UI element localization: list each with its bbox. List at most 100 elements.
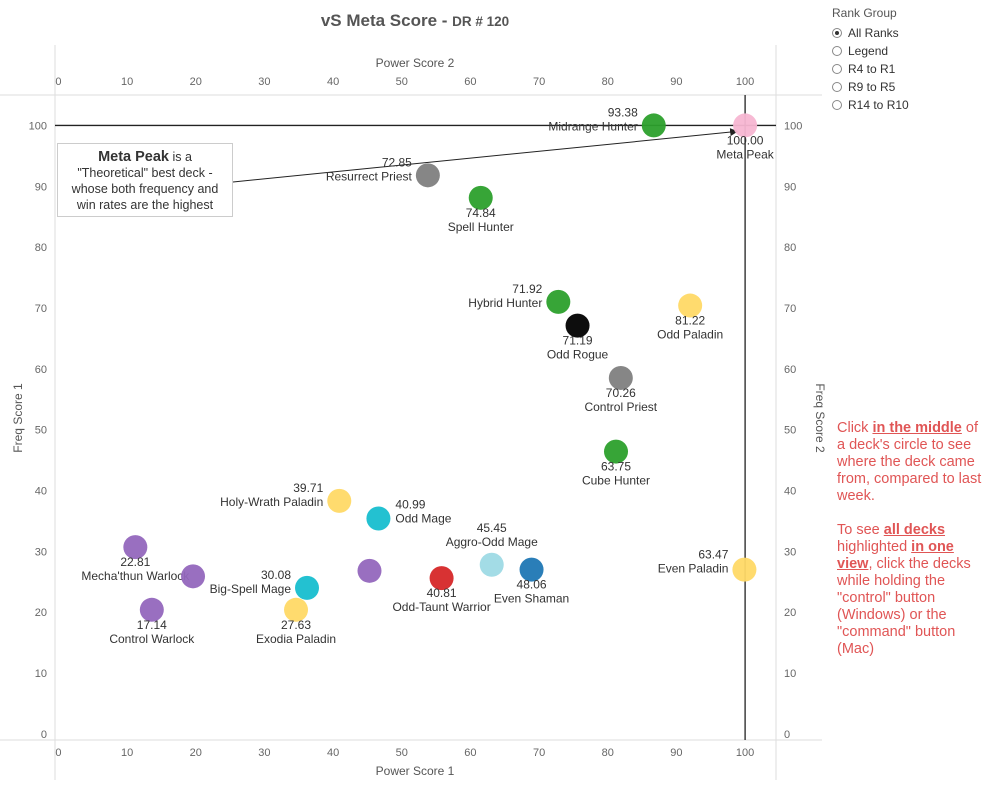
deck-name-label-cube-hunter: Cube Hunter (582, 474, 650, 488)
deck-point[interactable] (468, 185, 493, 210)
callout-bold: Meta Peak (98, 149, 169, 165)
rank-group-options[interactable]: All Ranks Legend R4 to R1 R9 to R5 R14 to R1… (832, 24, 982, 114)
meta-peak-callout: Meta Peak is a "Theoretical" best deck -… (57, 143, 233, 217)
x2-tick-label: 80 (602, 76, 614, 88)
y2-tick-label: 100 (784, 120, 802, 132)
deck-point[interactable] (678, 293, 703, 318)
rank-option-label: R4 to R1 (848, 62, 896, 76)
y-tick-label: 40 (35, 486, 47, 498)
x2-tick-label: 60 (464, 76, 476, 88)
deck-name-label-aggro-odd-mage: Aggro-Odd Mage (446, 535, 538, 549)
rank-option-all-ranks[interactable]: All Ranks (832, 24, 982, 42)
y-tick-label: 70 (35, 303, 47, 315)
rank-option-r9-to-r5[interactable]: R9 to R5 (832, 78, 982, 96)
deck-point[interactable] (366, 506, 391, 531)
deck-point[interactable] (519, 557, 544, 582)
deck-score-label: 17.14 (137, 618, 167, 632)
deck-point[interactable] (123, 535, 148, 560)
y-tick-label: 20 (35, 607, 47, 619)
deck-point[interactable] (732, 557, 757, 582)
y2-tick-label: 90 (784, 181, 796, 193)
deck-score-label: 63.47 (698, 548, 728, 562)
y-tick-label: 60 (35, 364, 47, 376)
x-tick-label: 30 (258, 747, 270, 759)
x2-tick-label: 20 (190, 76, 202, 88)
deck-name-label-exodia-paladin: Exodia Paladin (256, 632, 336, 646)
radio-icon[interactable] (832, 64, 842, 74)
x2-tick-label: 0 (55, 76, 61, 88)
y2-tick-label: 40 (784, 486, 796, 498)
radio-icon[interactable] (832, 46, 842, 56)
deck-name-label-midrange-hunter: Midrange Hunter (548, 119, 637, 133)
x-tick-label: 100 (736, 747, 754, 759)
deck-score-label: 71.92 (512, 282, 542, 296)
deck-point[interactable] (415, 163, 440, 188)
y-tick-label: 90 (35, 181, 47, 193)
deck-point[interactable] (357, 558, 382, 583)
x2-axis-title: Power Score 2 (376, 56, 455, 70)
deck-score-label: 70.26 (606, 386, 636, 400)
rank-option-r4-to-r1[interactable]: R4 to R1 (832, 60, 982, 78)
y-tick-label: 30 (35, 546, 47, 558)
deck-point[interactable] (295, 575, 320, 600)
rank-group-filter[interactable]: Rank Group All Ranks Legend R4 to R1 R9 to … (832, 6, 982, 114)
deck-point[interactable] (604, 439, 629, 464)
y2-tick-label: 0 (784, 729, 790, 741)
x2-tick-label: 10 (121, 76, 133, 88)
deck-score-label: 48.06 (517, 578, 547, 592)
deck-point[interactable] (429, 566, 454, 591)
deck-name-label-resurrect-priest: Resurrect Priest (326, 169, 413, 183)
y-tick-label: 10 (35, 668, 47, 680)
radio-icon[interactable] (832, 82, 842, 92)
deck-point[interactable] (284, 597, 309, 622)
deck-name-label-hybrid-hunter: Hybrid Hunter (468, 296, 542, 310)
y2-tick-label: 50 (784, 425, 796, 437)
deck-score-label: 22.81 (120, 555, 150, 569)
deck-score-label: 27.63 (281, 618, 311, 632)
deck-point[interactable] (181, 564, 206, 589)
deck-score-label: 93.38 (608, 105, 638, 119)
radio-icon[interactable] (832, 28, 842, 38)
deck-point[interactable] (546, 289, 571, 314)
deck-point[interactable] (139, 597, 164, 622)
y2-tick-label: 10 (784, 668, 796, 680)
deck-name-label-even-paladin: Even Paladin (658, 562, 729, 576)
deck-point[interactable] (479, 552, 504, 577)
radio-icon[interactable] (832, 100, 842, 110)
callout-text: is a "Theoretical" best deck - whose bot… (71, 150, 219, 212)
callout-arrow (232, 128, 739, 183)
deck-score-label: 45.45 (477, 521, 507, 535)
y-tick-label: 50 (35, 425, 47, 437)
help-text: Click in the middle of a deck's circle t… (837, 420, 987, 675)
x-tick-label: 70 (533, 747, 545, 759)
y2-tick-label: 30 (784, 546, 796, 558)
rank-option-label: Legend (848, 44, 889, 58)
x-tick-label: 90 (670, 747, 682, 759)
deck-score-label: 39.71 (293, 481, 323, 495)
deck-score-label: 100.00 (727, 133, 764, 147)
deck-point[interactable] (641, 113, 666, 138)
deck-point[interactable] (565, 313, 590, 338)
deck-point[interactable] (608, 365, 633, 390)
deck-name-label-even-shaman: Even Shaman (494, 592, 569, 606)
chart-title: vS Meta Score - DR # 120 (321, 11, 509, 30)
rank-option-r14-to-r10[interactable]: R14 to R10 (832, 96, 982, 114)
help-paragraph-2: To see all decks highlighted in one view… (837, 522, 971, 657)
x-tick-label: 0 (55, 747, 61, 759)
deck-point[interactable] (733, 113, 758, 138)
x-tick-label: 50 (396, 747, 408, 759)
rank-option-legend[interactable]: Legend (832, 42, 982, 60)
deck-name-label-spell-hunter: Spell Hunter (448, 220, 514, 234)
deck-score-label: 74.84 (466, 206, 496, 220)
x2-tick-label: 100 (736, 76, 754, 88)
plot-area[interactable]: 0 0 10 10 20 20 30 30 40 40 50 50 60 60 70 70 80 80 90 90 10… (0, 45, 827, 780)
x-axis-title: Power Score 1 (376, 764, 455, 778)
y-tick-label: 100 (29, 120, 47, 132)
deck-point[interactable] (327, 488, 352, 513)
deck-name-label-odd-paladin: Odd Paladin (657, 328, 723, 342)
y2-tick-label: 60 (784, 364, 796, 376)
deck-score-label: 72.85 (382, 155, 412, 169)
x-tick-label: 80 (602, 747, 614, 759)
